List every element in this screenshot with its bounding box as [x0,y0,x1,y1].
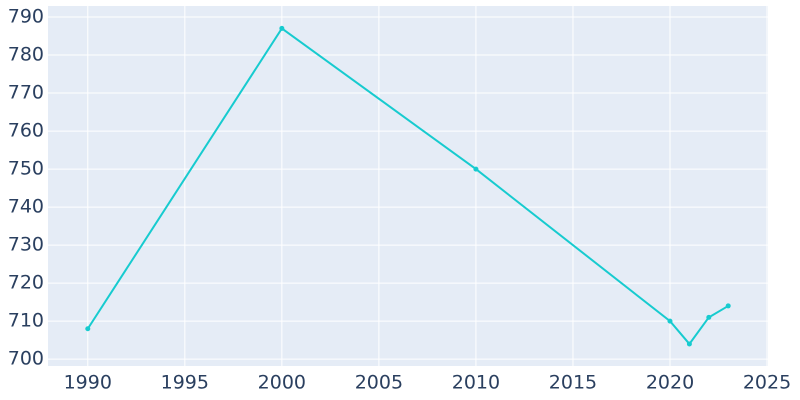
x-tick-label: 2015 [549,372,597,394]
y-tick-label: 780 [8,44,44,66]
marker [473,166,479,172]
marker [667,318,673,324]
marker [706,314,712,320]
marker [725,303,731,309]
x-tick-label: 2000 [258,372,306,394]
y-tick-label: 710 [8,310,44,332]
y-tick-label: 790 [8,6,44,28]
y-tick-label: 760 [8,120,44,142]
y-tick-label: 750 [8,158,44,180]
plot-area [48,6,768,366]
y-tick-label: 700 [8,348,44,370]
marker [686,341,692,347]
y-tick-label: 730 [8,234,44,256]
x-tick-label: 2025 [743,372,791,394]
y-tick-label: 720 [8,272,44,294]
x-tick-label: 2020 [646,372,694,394]
x-tick-label: 1995 [161,372,209,394]
marker [279,25,285,31]
y-tick-label: 740 [8,196,44,218]
y-tick-label: 770 [8,82,44,104]
marker [85,326,91,332]
x-tick-label: 2010 [452,372,500,394]
x-tick-label: 2005 [355,372,403,394]
x-tick-label: 1990 [64,372,112,394]
